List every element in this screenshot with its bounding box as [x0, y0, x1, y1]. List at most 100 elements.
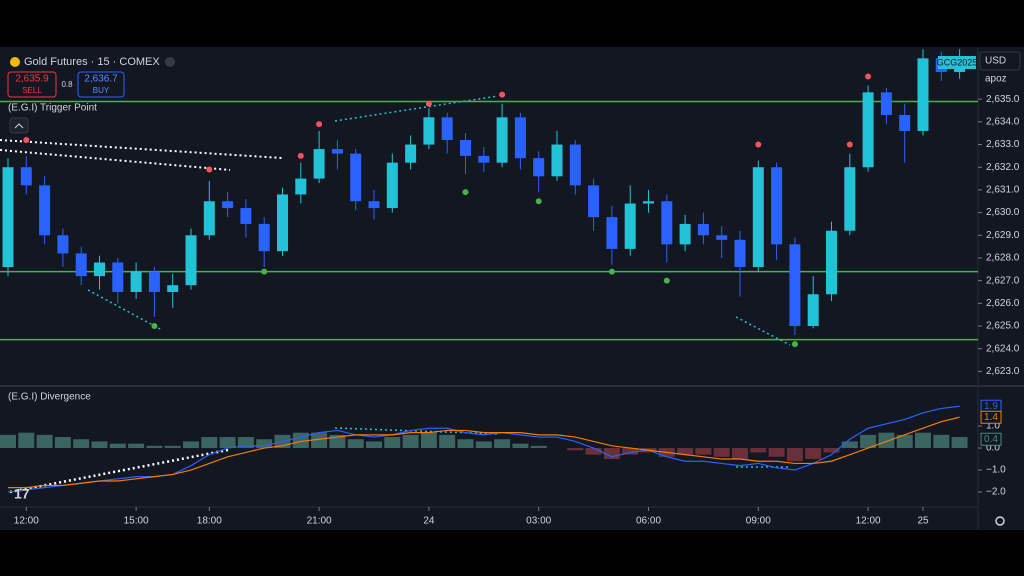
candle-body	[441, 117, 453, 141]
y-tick-label: 0.0	[986, 443, 1000, 454]
candle-body	[20, 167, 32, 186]
signal-dot	[462, 189, 469, 196]
signal-dot	[316, 121, 323, 128]
histogram-bar	[0, 434, 16, 449]
x-tick-label: 25	[917, 516, 929, 527]
candle-body	[94, 262, 105, 277]
candle-body	[643, 201, 654, 204]
histogram-bar	[860, 434, 877, 449]
x-tick-label: 15:00	[124, 516, 149, 527]
buy-button[interactable]	[77, 71, 125, 98]
histogram-bar	[73, 439, 90, 449]
collapse-button[interactable]	[9, 117, 29, 134]
divergence-title[interactable]: (E.G.I) Divergence	[8, 392, 91, 403]
sell-price: 2,635.9	[15, 74, 49, 85]
candle-body	[386, 162, 398, 209]
candle-body	[295, 178, 307, 195]
histogram-bar	[457, 439, 474, 449]
candle-body	[880, 92, 892, 116]
candle-body	[917, 58, 929, 131]
symbol-tag-box	[938, 56, 976, 69]
signal-dot	[663, 277, 670, 284]
histogram-bar	[256, 439, 273, 449]
candle-body	[569, 144, 581, 186]
axis-tag	[980, 432, 1002, 446]
signal-dot	[865, 73, 872, 80]
candle-body	[551, 144, 563, 177]
histogram-bar	[146, 445, 163, 449]
histogram-bar	[36, 434, 53, 449]
signal-dot	[846, 141, 853, 148]
symbol-title[interactable]: Gold Futures · 15 · COMEX	[24, 56, 160, 68]
menu-button[interactable]	[165, 57, 175, 67]
histogram-bar	[237, 437, 254, 449]
histogram-bar	[366, 441, 382, 449]
x-tick-label: 06:00	[636, 516, 661, 527]
candle-body	[203, 201, 215, 236]
histogram-bar	[475, 441, 492, 449]
histogram-bar	[896, 434, 913, 449]
histogram-bar	[494, 439, 511, 449]
logo: 17	[14, 486, 30, 502]
histogram-bar	[695, 448, 712, 455]
candle-body	[405, 144, 417, 163]
candle-body	[734, 239, 746, 268]
histogram-bar	[603, 448, 620, 460]
candle-body	[277, 194, 288, 252]
candle-body	[661, 201, 673, 245]
account: apoz	[985, 74, 1007, 85]
currency-box[interactable]	[979, 51, 1021, 71]
sell-button[interactable]	[7, 71, 57, 98]
spread: 0.8	[61, 80, 73, 89]
candle-body	[624, 203, 636, 249]
candle-body	[697, 223, 709, 236]
x-tick-label: 12:00	[14, 516, 39, 527]
histogram-bar	[18, 432, 35, 449]
settings-icon[interactable]	[995, 516, 1005, 526]
candle-body	[752, 167, 764, 268]
candle-body	[350, 153, 362, 202]
signal-dot	[755, 141, 762, 148]
histogram-bar	[54, 437, 71, 449]
candle-body	[112, 262, 124, 292]
histogram-bar	[530, 445, 547, 449]
y-tick-label: −2.0	[986, 487, 1006, 498]
candle-body	[423, 117, 435, 145]
candle-body	[2, 167, 14, 268]
candle-body	[313, 149, 325, 179]
histogram-bar	[713, 448, 730, 457]
histogram-bar	[567, 448, 584, 451]
candle-body	[807, 294, 819, 327]
signal-dot	[425, 100, 432, 107]
histogram-bar	[786, 448, 803, 462]
histogram-bar	[183, 441, 199, 449]
candle-body	[148, 271, 160, 292]
histogram-bar	[805, 448, 822, 460]
candle-body	[679, 223, 691, 245]
candle-body	[716, 235, 728, 240]
histogram-bar	[933, 434, 950, 449]
signal-dot	[151, 323, 158, 330]
dotted-trend	[87, 289, 163, 331]
buy-price: 2,636.7	[84, 74, 118, 85]
candle-body	[460, 140, 471, 156]
candle-body	[130, 271, 142, 292]
y-tick-label: 2,628.0	[986, 253, 1020, 264]
signal-dot	[206, 166, 213, 173]
indicator-title[interactable]: (E.G.I) Trigger Point	[8, 103, 97, 114]
candle-body	[862, 92, 874, 168]
axis-tag	[980, 410, 1002, 424]
histogram-bar	[329, 434, 346, 449]
dotted-trend	[0, 149, 231, 171]
candle-body	[368, 201, 380, 209]
candle-body	[478, 155, 490, 163]
histogram-bar	[347, 439, 364, 449]
histogram-bar	[732, 448, 748, 460]
buy-label: BUY	[93, 86, 110, 95]
candle-body	[588, 185, 600, 218]
histogram-bar	[91, 441, 108, 449]
signal-dot	[791, 341, 798, 348]
dotted-trend	[9, 448, 229, 494]
candle-body	[57, 235, 69, 254]
candle-body	[899, 115, 911, 131]
